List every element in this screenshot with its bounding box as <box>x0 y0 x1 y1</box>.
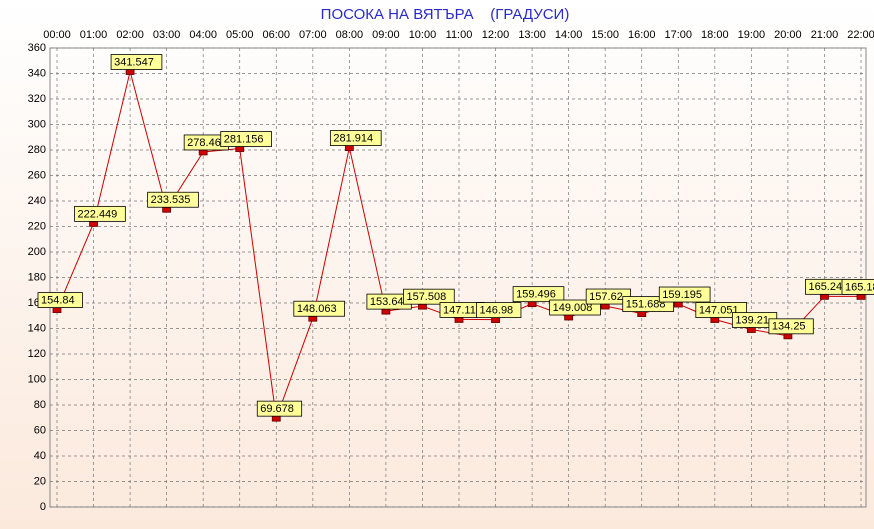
value-label: 281.914 <box>333 132 373 144</box>
value-label: 165.18 <box>845 281 874 293</box>
label-box <box>256 400 303 417</box>
value-label: 157.508 <box>406 291 446 303</box>
x-tick-label: 02:00 <box>116 29 144 41</box>
value-label: 147.051 <box>699 304 739 316</box>
x-tick-label: 00:00 <box>43 29 71 41</box>
label-box <box>37 292 83 308</box>
x-tick-label: 01:00 <box>80 29 108 41</box>
x-tick-label: 21:00 <box>811 29 839 41</box>
value-label: 153.64 <box>370 296 404 308</box>
x-tick-label: 08:00 <box>336 29 364 41</box>
y-tick-label: 40 <box>34 450 46 462</box>
x-tick-label: 17:00 <box>665 29 693 41</box>
y-tick-label: 260 <box>28 169 46 181</box>
y-tick-label: 320 <box>28 93 46 105</box>
value-label: 281.156 <box>224 133 264 145</box>
y-tick-label: 340 <box>28 67 46 79</box>
y-tick-label: 280 <box>28 144 46 156</box>
value-label: 149.008 <box>553 302 593 314</box>
y-tick-label: 180 <box>28 271 46 283</box>
y-tick-label: 60 <box>34 424 46 436</box>
y-tick-label: 100 <box>28 373 46 385</box>
value-label: 159.496 <box>516 289 556 301</box>
value-label: 154.84 <box>41 294 75 306</box>
y-tick-label: 0 <box>40 501 46 513</box>
label-box <box>329 130 382 146</box>
y-tick-label: 20 <box>34 475 46 487</box>
label-box <box>768 318 814 335</box>
value-label: 148.063 <box>297 303 337 315</box>
value-label: 146.98 <box>480 305 514 317</box>
y-tick-label: 200 <box>28 246 46 258</box>
x-tick-label: 16:00 <box>628 29 656 41</box>
value-label: 233.535 <box>151 194 191 206</box>
x-tick-label: 12:00 <box>482 29 510 41</box>
x-tick-label: 20:00 <box>774 29 802 41</box>
value-label: 165.24 <box>808 281 842 293</box>
label-box <box>74 205 126 222</box>
label-box <box>403 288 455 305</box>
x-tick-label: 15:00 <box>591 29 619 41</box>
value-label: 134.25 <box>772 321 806 333</box>
x-tick-label: 10:00 <box>409 29 437 41</box>
y-tick-label: 120 <box>28 348 46 360</box>
x-tick-label: 06:00 <box>263 29 291 41</box>
value-label: 222.449 <box>78 208 118 220</box>
value-label: 278.46 <box>187 137 221 149</box>
label-box <box>110 54 163 70</box>
x-tick-label: 18:00 <box>701 29 729 41</box>
value-label: 139.21 <box>735 314 769 326</box>
x-tick-label: 04:00 <box>189 29 217 41</box>
value-label: 341.547 <box>114 56 154 68</box>
x-tick-label: 19:00 <box>738 29 766 41</box>
label-box <box>658 286 711 303</box>
y-tick-label: 140 <box>28 322 46 334</box>
value-label: 157.62 <box>589 291 623 303</box>
label-box <box>512 286 565 303</box>
value-label: 159.195 <box>662 289 702 301</box>
y-tick-label: 300 <box>28 118 46 130</box>
label-box <box>476 302 522 319</box>
x-tick-label: 03:00 <box>153 29 181 41</box>
label-box <box>220 131 272 147</box>
x-tick-label: 11:00 <box>446 29 473 41</box>
x-tick-label: 09:00 <box>372 29 400 41</box>
y-tick-label: 360 <box>28 42 46 54</box>
chart-title: ПОСОКА НА ВЯТЪРА (ГРАДУСИ) <box>321 6 570 23</box>
y-tick-label: 80 <box>34 399 46 411</box>
label-box <box>147 191 199 208</box>
label-box <box>841 278 874 295</box>
x-tick-label: 13:00 <box>518 29 546 41</box>
value-label: 69.678 <box>260 403 294 415</box>
label-box <box>293 300 346 317</box>
value-label: 147.11 <box>443 304 476 316</box>
x-tick-label: 05:00 <box>226 29 254 41</box>
x-tick-label: 07:00 <box>299 29 327 41</box>
x-tick-label: 22:00 <box>847 29 874 41</box>
value-label: 151.688 <box>626 299 666 311</box>
x-tick-label: 14:00 <box>555 29 583 41</box>
y-tick-label: 220 <box>28 220 46 232</box>
y-tick-label: 240 <box>28 195 46 207</box>
